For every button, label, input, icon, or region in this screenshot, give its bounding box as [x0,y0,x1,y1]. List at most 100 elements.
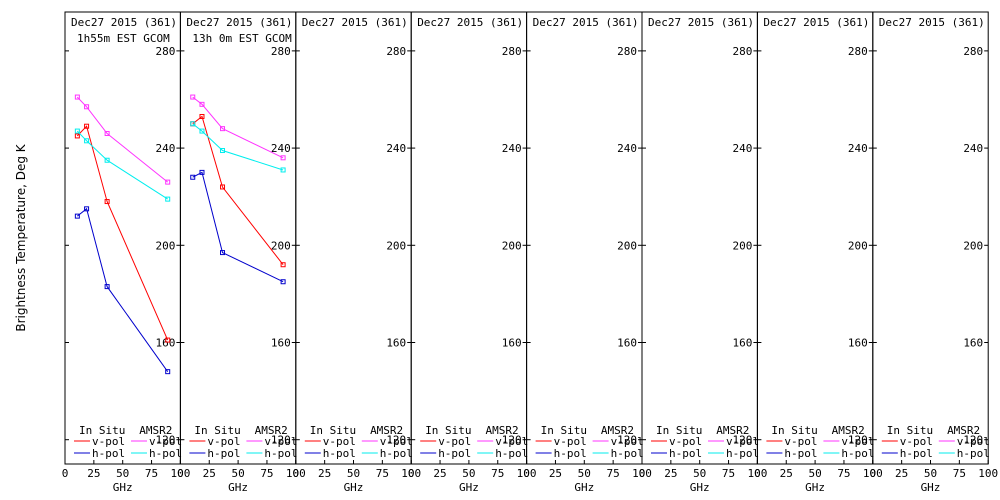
x-tick-label: 50 [116,467,129,480]
data-point [199,101,205,107]
x-tick-label: 25 [433,467,446,480]
panel-6: Dec27 2015 (361) 120 160 200 240 280 0 25 50 75 10… [639,11,767,494]
legend-label: h-pol [957,447,990,460]
y-tick-label: 160 [386,336,406,349]
panel-title: Dec27 2015 (361) [417,16,523,29]
x-tick-label: 75 [145,467,158,480]
legend-label: v-pol [264,435,297,448]
x-tick-label: 75 [260,467,273,480]
panel-8: Dec27 2015 (361) 120 160 200 240 280 0 25 50 75 10… [869,11,998,494]
panel-frame [872,11,989,465]
data-point [84,206,90,212]
y-tick-label: 200 [733,239,753,252]
legend-label: v-pol [207,435,240,448]
x-tick-label: 0 [177,467,184,480]
y-tick-label: 280 [963,45,983,58]
legend-label: v-pol [957,435,990,448]
x-tick-label: 25 [664,467,677,480]
legend-label: v-pol [841,435,874,448]
data-point [165,179,171,185]
legend-in-situ-title: In Situ [771,424,817,437]
y-tick-label: 160 [502,336,522,349]
y-tick-label: 200 [271,239,291,252]
legend-label: h-pol [900,447,933,460]
legend-label: v-pol [611,435,644,448]
y-tick-label: 120 [617,434,637,447]
y-tick-label: 160 [271,336,291,349]
legend-in-situ-title: In Situ [541,424,587,437]
x-tick-label: 50 [693,467,706,480]
y-tick-label: 160 [848,336,868,349]
x-tick-label: 0 [523,467,530,480]
legend-amsr2-title: AMSR2 [370,424,403,437]
x-tick-label: 75 [376,467,389,480]
legend-in-situ-title: In Situ [425,424,471,437]
y-tick-label: 280 [733,45,753,58]
x-tick-label: 75 [837,467,850,480]
x-axis-label: GHz [805,481,825,494]
x-axis-label: GHz [921,481,941,494]
legend-label: h-pol [207,447,240,460]
legend-label: h-pol [149,447,182,460]
legend-label: v-pol [92,435,125,448]
y-tick-label: 120 [156,434,176,447]
legend-label: v-pol [149,435,182,448]
x-tick-label: 75 [722,467,735,480]
legend-amsr2-title: AMSR2 [485,424,518,437]
x-tick-label: 0 [408,467,415,480]
legend-label: h-pol [784,447,817,460]
series-line [192,96,284,159]
y-tick-label: 200 [156,239,176,252]
x-tick-label: 25 [780,467,793,480]
x-tick-label: 0 [62,467,69,480]
y-tick-label: 280 [386,45,406,58]
y-tick-label: 160 [733,336,753,349]
y-tick-label: 240 [386,142,406,155]
panel-5: Dec27 2015 (361) 120 160 200 240 280 0 25 50 75 10… [523,11,652,494]
legend-label: h-pol [669,447,702,460]
panel-3: Dec27 2015 (361) 120 160 200 240 280 0 25 50 75 10… [292,11,421,494]
y-tick-label: 200 [386,239,406,252]
panel-title: Dec27 2015 (361) [533,16,639,29]
legend-label: h-pol [726,447,759,460]
panel-subtitle: 1h55m EST GCOM [77,32,170,45]
legend-amsr2-title: AMSR2 [716,424,749,437]
data-point [165,337,171,343]
legend-in-situ-title: In Situ [310,424,356,437]
y-tick-label: 240 [963,142,983,155]
panel-title: Dec27 2015 (361) [71,16,177,29]
data-point [199,113,205,119]
data-point [104,199,110,205]
x-axis-label: GHz [344,481,364,494]
panel-title: Dec27 2015 (361) [186,16,292,29]
data-point [280,155,286,161]
x-tick-label: 50 [462,467,475,480]
x-tick-label: 50 [578,467,591,480]
legend-label: h-pol [92,447,125,460]
panel-frame [179,11,297,465]
y-tick-label: 240 [617,142,637,155]
series-line [192,115,284,266]
legend-label: v-pol [554,435,587,448]
data-point [280,167,286,173]
y-tick-label: 200 [848,239,868,252]
data-point [165,369,171,375]
y-axis-label: Brightness Temperature, Deg K [14,143,28,331]
panel-4: Dec27 2015 (361) 120 160 200 240 280 0 25 50 75 10… [408,11,537,494]
legend-label: h-pol [611,447,644,460]
x-tick-label: 25 [87,467,100,480]
legend-amsr2-title: AMSR2 [255,424,288,437]
y-tick-label: 120 [271,434,291,447]
x-tick-label: 100 [747,467,767,480]
data-point [190,121,196,127]
panel-2: Dec27 2015 (361) 13h 0m EST GCOM 120 160 200… [177,11,306,494]
data-point [74,128,80,134]
data-point [84,123,90,129]
series-line [76,130,168,200]
legend-label: h-pol [264,447,297,460]
legend-label: v-pol [784,435,817,448]
x-tick-label: 0 [292,467,299,480]
series-line [76,207,169,372]
data-point [104,131,110,137]
